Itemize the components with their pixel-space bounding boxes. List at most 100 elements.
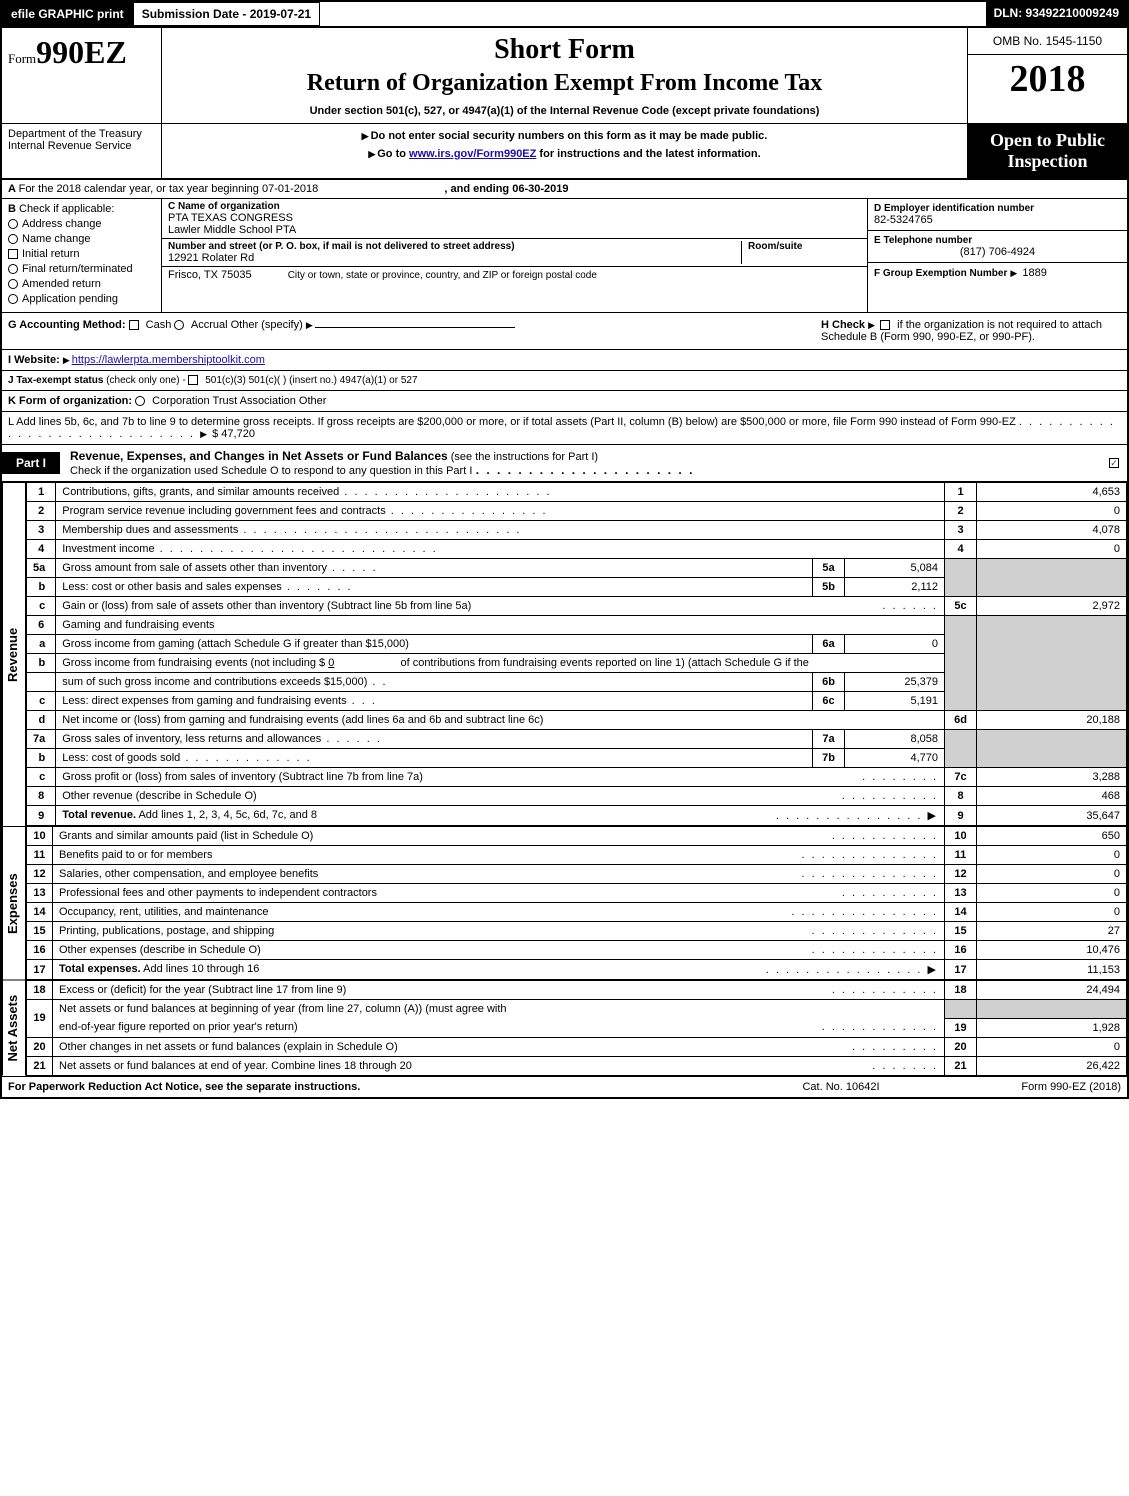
part1-badge: Part I <box>2 452 60 474</box>
section-def: D Employer identification number 82-5324… <box>867 199 1127 312</box>
table-row: c Gain or (loss) from sale of assets oth… <box>27 597 1127 616</box>
checkbox-amended-return[interactable] <box>8 279 18 289</box>
website-link[interactable]: https://lawlerpta.membershiptoolkit.com <box>72 354 265 366</box>
form-number: 990EZ <box>36 34 127 70</box>
line-desc: Grants and similar amounts paid (list in… <box>59 830 313 842</box>
form-container: efile GRAPHIC print Submission Date - 20… <box>0 0 1129 1099</box>
table-row: 21 Net assets or fund balances at end of… <box>27 1056 1127 1075</box>
table-row: 12 Salaries, other compensation, and emp… <box>27 865 1127 884</box>
line-desc: sum of such gross income and contributio… <box>62 676 367 688</box>
line-a: A For the 2018 calendar year, or tax yea… <box>2 180 1127 199</box>
line-desc: Less: cost or other basis and sales expe… <box>62 581 282 593</box>
line-desc: Excess or (deficit) for the year (Subtra… <box>59 984 346 996</box>
group-exemption-value: 1889 <box>1022 267 1046 279</box>
part1-sub: Check if the organization used Schedule … <box>70 465 472 477</box>
efile-print-button[interactable]: efile GRAPHIC print <box>2 2 133 26</box>
line-desc: Net assets or fund balances at end of ye… <box>59 1060 412 1072</box>
checkbox-corp[interactable] <box>135 396 145 406</box>
expenses-side-label: Expenses <box>2 826 26 980</box>
other-label: Other (specify) <box>231 319 303 331</box>
section-b: B Check if applicable: Address change Na… <box>2 199 162 312</box>
line-a-ending: , and ending 06-30-2019 <box>444 183 568 195</box>
net-assets-side-label: Net Assets <box>2 980 26 1076</box>
checkbox-501c3[interactable] <box>188 375 198 385</box>
arrow-icon <box>362 130 371 142</box>
instructions-cell: Do not enter social security numbers on … <box>162 124 967 178</box>
table-row: 7a Gross sales of inventory, less return… <box>27 730 1127 749</box>
form-prefix: Form <box>8 51 36 66</box>
chk-label: Amended return <box>22 278 101 290</box>
arrow-icon <box>868 319 877 331</box>
header-right: OMB No. 1545-1150 2018 <box>967 28 1127 123</box>
dln-label: DLN: 93492210009249 <box>986 2 1127 26</box>
omb-number: OMB No. 1545-1150 <box>968 28 1127 55</box>
checkbox-address-change[interactable] <box>8 219 18 229</box>
goto-suffix: for instructions and the latest informat… <box>536 148 760 160</box>
telephone-value: (817) 706-4924 <box>874 246 1121 258</box>
arrow-icon <box>200 428 209 440</box>
irs-link[interactable]: www.irs.gov/Form990EZ <box>409 148 536 160</box>
line-desc: Investment income <box>62 543 154 555</box>
other-specify-input[interactable] <box>315 327 515 328</box>
top-bar: efile GRAPHIC print Submission Date - 20… <box>2 2 1127 28</box>
checkbox-cash[interactable] <box>129 320 139 330</box>
net-assets-table: 18 Excess or (deficit) for the year (Sub… <box>26 980 1127 1076</box>
line-desc: Total revenue. <box>62 809 136 821</box>
line-desc: Contributions, gifts, grants, and simila… <box>62 486 339 498</box>
arrow-icon <box>1010 267 1019 279</box>
checkbox-initial-return[interactable] <box>8 249 18 259</box>
section-l-text: L Add lines 5b, 6c, and 7b to line 9 to … <box>8 416 1016 428</box>
line-desc: Net income or (loss) from gaming and fun… <box>62 714 543 726</box>
section-a: A For the 2018 calendar year, or tax yea… <box>2 180 1127 313</box>
checkbox-name-change[interactable] <box>8 234 18 244</box>
line-desc: Gross sales of inventory, less returns a… <box>62 733 321 745</box>
under-section-text: Under section 501(c), 527, or 4947(a)(1)… <box>172 105 957 117</box>
section-gh: G Accounting Method: Cash Accrual Other … <box>2 313 1127 350</box>
table-row: 15 Printing, publications, postage, and … <box>27 922 1127 941</box>
expenses-section: Expenses 10 Grants and similar amounts p… <box>2 826 1127 980</box>
line-desc: Net assets or fund balances at beginning… <box>59 1003 507 1015</box>
section-f-label: F Group Exemption Number <box>874 268 1007 279</box>
line-desc: Professional fees and other payments to … <box>59 887 377 899</box>
header-center: Short Form Return of Organization Exempt… <box>162 28 967 123</box>
table-row: d Net income or (loss) from gaming and f… <box>27 711 1127 730</box>
line-desc: Less: cost of goods sold <box>62 752 180 764</box>
checkbox-schedule-o[interactable] <box>1109 458 1119 468</box>
section-h-label: H Check <box>821 319 865 331</box>
line-desc: Other revenue (describe in Schedule O) <box>62 790 256 802</box>
checkbox-application-pending[interactable] <box>8 294 18 304</box>
table-row: 11 Benefits paid to or for members . . .… <box>27 846 1127 865</box>
revenue-side-label: Revenue <box>2 482 26 826</box>
section-j-label: J Tax-exempt status <box>8 375 103 386</box>
checkbox-h[interactable] <box>880 320 890 330</box>
table-row: 19 Net assets or fund balances at beginn… <box>27 1000 1127 1019</box>
footer: For Paperwork Reduction Act Notice, see … <box>2 1076 1127 1097</box>
section-c-label: C Name of organization <box>168 201 741 212</box>
checkbox-accrual[interactable] <box>174 320 184 330</box>
dept-cell: Department of the Treasury Internal Reve… <box>2 124 162 178</box>
revenue-section: Revenue 1 Contributions, gifts, grants, … <box>2 482 1127 826</box>
section-k-opts: Corporation Trust Association Other <box>152 395 326 407</box>
col-line-number: 1 <box>945 483 977 502</box>
checkbox-final-return[interactable] <box>8 264 18 274</box>
paperwork-notice: For Paperwork Reduction Act Notice, see … <box>8 1081 741 1093</box>
line-number: 1 <box>27 483 56 502</box>
org-name-1: PTA TEXAS CONGRESS <box>168 212 741 224</box>
section-k-label: K Form of organization: <box>8 395 132 407</box>
goto-prefix: Go to <box>377 148 409 160</box>
no-ssn-text: Do not enter social security numbers on … <box>371 130 768 142</box>
line-desc: Gross profit or (loss) from sales of inv… <box>62 771 423 783</box>
accrual-label: Accrual <box>191 319 228 331</box>
section-j-opts: 501(c)(3) 501(c)( ) (insert no.) 4947(a)… <box>205 375 417 386</box>
line-desc: Membership dues and assessments <box>62 524 238 536</box>
table-row: 18 Excess or (deficit) for the year (Sub… <box>27 981 1127 1000</box>
line-desc: Salaries, other compensation, and employ… <box>59 868 318 880</box>
room-suite-label: Room/suite <box>748 241 802 252</box>
line-desc: Gross amount from sale of assets other t… <box>62 562 327 574</box>
address-label: Number and street (or P. O. box, if mail… <box>168 241 741 252</box>
table-row: 4 Investment income . . . . . . . . . . … <box>27 540 1127 559</box>
ein-value: 82-5324765 <box>874 214 1121 226</box>
form-ref: Form 990-EZ (2018) <box>941 1081 1121 1093</box>
chk-label: Name change <box>22 233 91 245</box>
amount-value: 4,653 <box>977 483 1127 502</box>
